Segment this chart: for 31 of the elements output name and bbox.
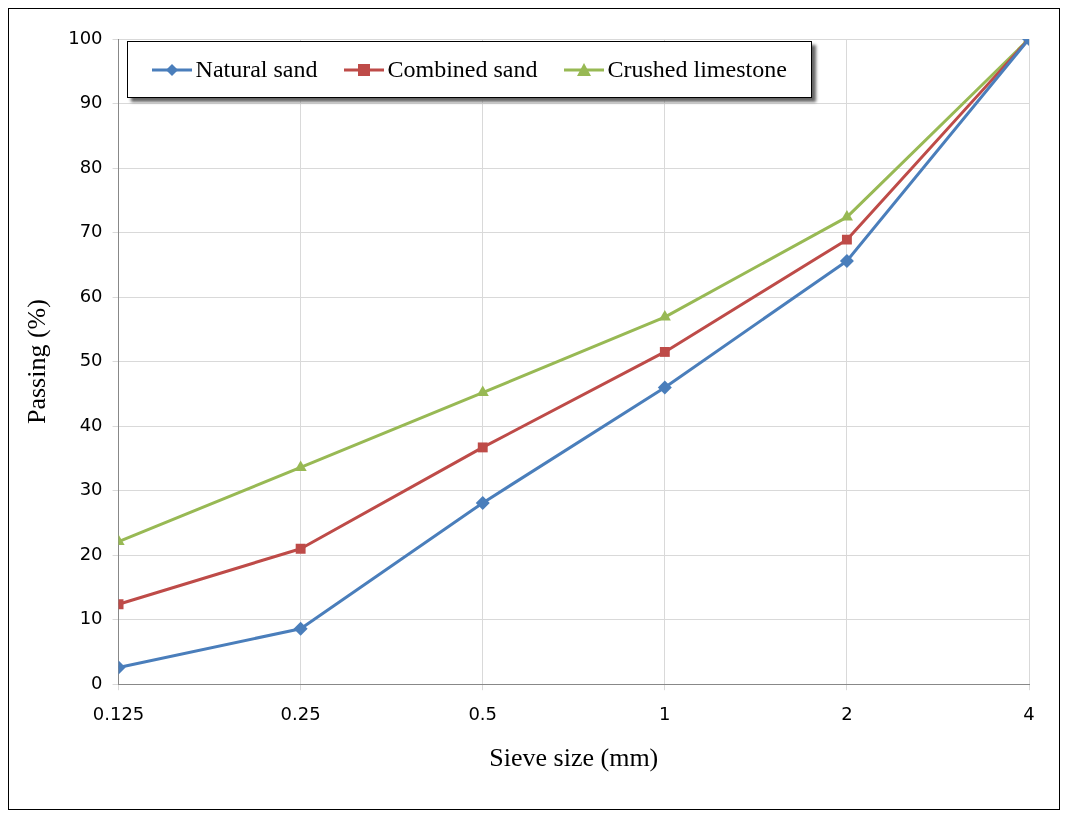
y-tick-label: 80 bbox=[79, 155, 103, 177]
x-tick-label: 0.25 bbox=[280, 702, 321, 724]
y-tick-label: 90 bbox=[79, 91, 103, 113]
point bbox=[295, 543, 306, 554]
x-axis-title: Sieve size (mm) bbox=[489, 743, 659, 773]
legend-label: Natural sand bbox=[195, 56, 318, 83]
y-tick-label: 30 bbox=[79, 478, 103, 500]
y-tick-label: 40 bbox=[79, 413, 103, 435]
point bbox=[477, 442, 488, 453]
legend-label: Combined sand bbox=[387, 56, 538, 83]
point bbox=[293, 621, 308, 636]
point bbox=[659, 346, 670, 357]
point bbox=[839, 253, 854, 268]
y-tick-label: 100 bbox=[68, 26, 103, 48]
x-tick-label: 2 bbox=[841, 702, 853, 724]
legend-label: Crushed limestone bbox=[607, 56, 787, 83]
y-axis-title: Passing (%) bbox=[22, 299, 52, 425]
point bbox=[658, 310, 671, 321]
y-tick-label: 0 bbox=[91, 671, 103, 693]
x-tick-label: 4 bbox=[1023, 702, 1035, 724]
point bbox=[841, 234, 852, 245]
point bbox=[475, 495, 490, 510]
y-tick-label: 10 bbox=[79, 607, 103, 629]
x-tick-label: 1 bbox=[659, 702, 671, 724]
point bbox=[657, 380, 672, 395]
y-tick-label: 20 bbox=[79, 542, 103, 564]
y-tick-label: 50 bbox=[79, 349, 103, 371]
y-tick-label: 60 bbox=[79, 284, 103, 306]
x-tick-label: 0.125 bbox=[92, 702, 145, 724]
y-tick-label: 70 bbox=[79, 220, 103, 242]
x-tick-label: 0.5 bbox=[468, 702, 498, 724]
